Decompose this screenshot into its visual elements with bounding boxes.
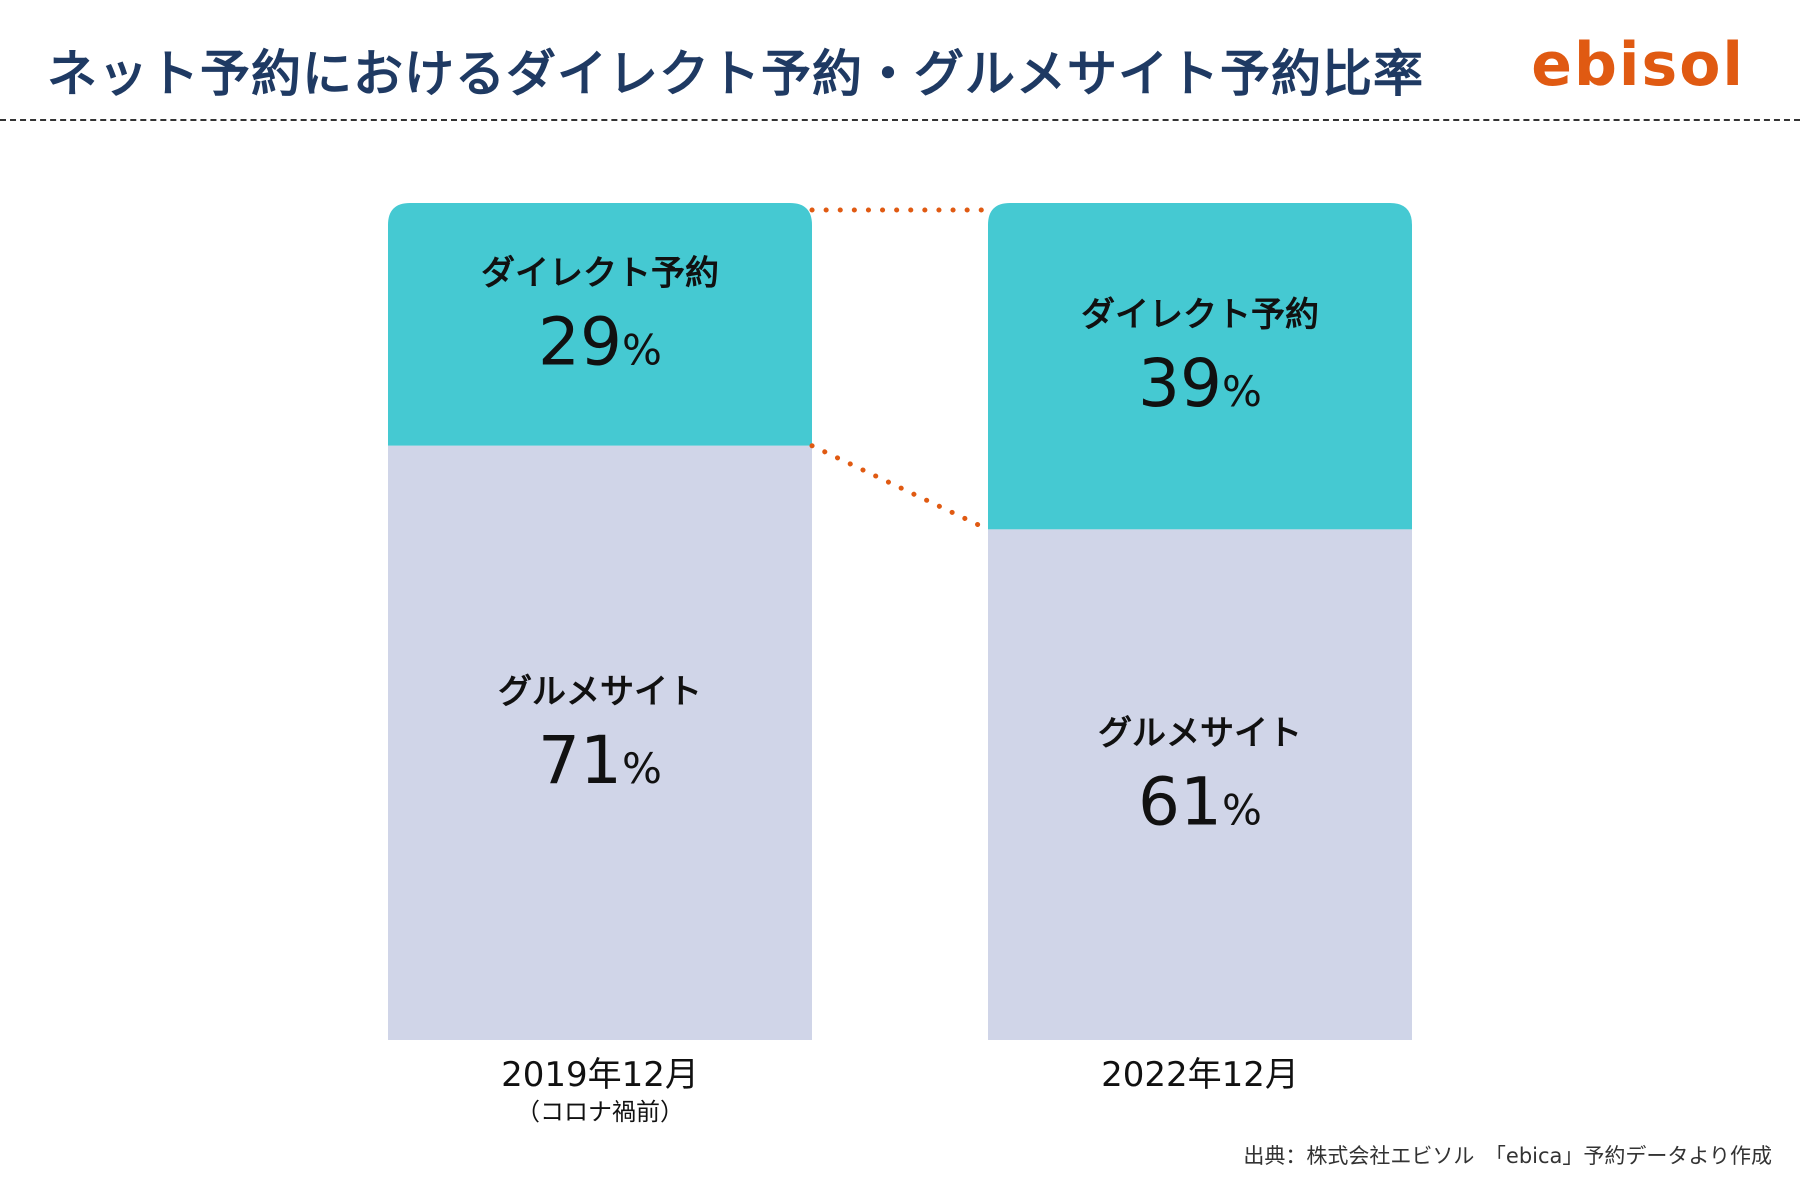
bar-direct-1 — [988, 203, 1412, 530]
data-label-direct-1: 39% — [1138, 345, 1262, 422]
header: ネット予約におけるダイレクト予約・グルメサイト予約比率 ebisol — [0, 0, 1800, 125]
source-note: 出典：株式会社エビソル 「ebica」予約データより作成 — [1243, 1144, 1772, 1168]
brand-logo: ebisol — [1531, 30, 1745, 100]
data-label-direct-0: 29% — [538, 303, 662, 380]
x-tick-sublabel-0: （コロナ禍前） — [516, 1098, 684, 1126]
x-tick-label-1: 2022年12月 — [1101, 1055, 1299, 1095]
bar-gourmet-1 — [988, 529, 1412, 1040]
header-divider — [0, 119, 1800, 121]
bar-direct-0 — [388, 203, 812, 446]
data-label-gourmet-0: 71% — [538, 722, 662, 799]
page-title: ネット予約におけるダイレクト予約・グルメサイト予約比率 — [47, 45, 1424, 103]
series-label-direct-1: ダイレクト予約 — [1081, 295, 1319, 335]
series-label-gourmet-0: グルメサイト — [498, 672, 702, 712]
bar-gourmet-0 — [388, 445, 812, 1041]
data-label-gourmet-1: 61% — [1138, 764, 1262, 841]
series-label-direct-0: ダイレクト予約 — [481, 253, 719, 293]
connector-divider-line — [809, 443, 991, 532]
x-tick-label-0: 2019年12月 — [501, 1055, 699, 1095]
series-label-gourmet-1: グルメサイト — [1098, 714, 1302, 754]
